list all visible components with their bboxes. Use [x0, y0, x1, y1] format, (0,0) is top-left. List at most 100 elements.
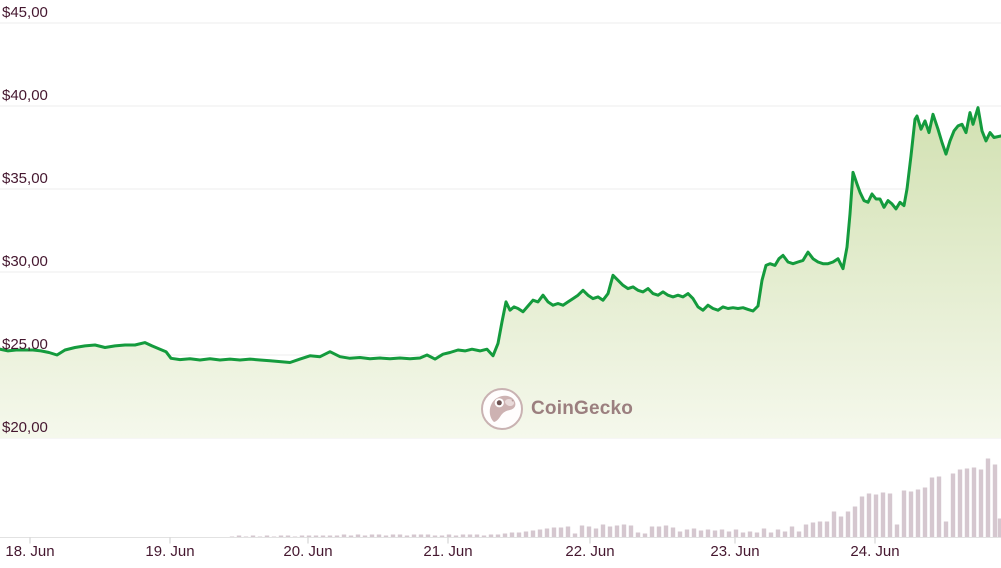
volume-bar — [894, 524, 900, 538]
volume-bar — [684, 529, 690, 538]
volume-bar — [502, 533, 508, 538]
volume-bar — [369, 534, 375, 538]
volume-bar — [929, 477, 935, 538]
volume-bar — [649, 526, 655, 538]
volume-bar — [481, 535, 487, 538]
watermark-text: CoinGecko — [531, 398, 634, 419]
volume-bar — [796, 531, 802, 538]
volume-bar — [747, 531, 753, 538]
volume-bar — [957, 469, 963, 538]
volume-bar — [712, 530, 718, 538]
volume-bar — [341, 534, 347, 538]
volume-bar — [306, 535, 312, 538]
volume-bar — [495, 534, 501, 538]
y-axis-label: $20,00 — [2, 419, 48, 436]
axis-ticks — [29, 537, 876, 544]
volume-bar — [642, 533, 648, 538]
x-axis-label: 20. Jun — [283, 543, 333, 560]
volume-bar — [432, 535, 438, 538]
volume-bar — [565, 526, 571, 538]
volume-bar — [446, 534, 452, 538]
volume-bar — [628, 525, 634, 538]
volume-bar — [600, 524, 606, 538]
y-axis-label: $40,00 — [2, 87, 48, 104]
volume-bar — [453, 535, 459, 538]
volume-bar — [586, 526, 592, 538]
volume-bar — [236, 535, 242, 538]
x-axis-label: 18. Jun — [5, 543, 55, 560]
volume-bar — [572, 533, 578, 538]
volume-bar — [404, 535, 410, 538]
volume-bar — [607, 526, 613, 538]
volume-bar — [250, 535, 256, 538]
volume-bar — [348, 535, 354, 538]
volume-bar — [880, 492, 886, 538]
volume-bar — [278, 535, 284, 538]
y-axis-label: $25,00 — [2, 336, 48, 353]
volume-bar — [817, 521, 823, 538]
volume-bar — [558, 527, 564, 538]
volume-bar — [418, 534, 424, 538]
volume-bar — [411, 534, 417, 538]
volume-bar — [383, 535, 389, 538]
coingecko-watermark[interactable]: CoinGecko — [480, 387, 633, 431]
volume-bar — [670, 527, 676, 538]
volume-bar — [509, 532, 515, 538]
volume-bar — [789, 526, 795, 538]
volume-bar — [887, 493, 893, 538]
volume-bar — [901, 490, 907, 538]
volume-bar — [943, 521, 949, 538]
x-axis-label: 21. Jun — [423, 543, 473, 560]
volume-bar — [845, 511, 851, 538]
volume-bar — [803, 524, 809, 538]
volume-bar — [824, 521, 830, 538]
volume-bar — [705, 529, 711, 538]
volume-bar — [838, 516, 844, 538]
volume-bar — [579, 525, 585, 538]
volume-bar — [992, 464, 998, 538]
volume-bar — [439, 535, 445, 538]
volume-bar — [997, 518, 1001, 538]
volume-bar — [859, 496, 865, 538]
volume-bar — [719, 529, 725, 538]
coingecko-gecko-logo-icon — [481, 388, 523, 430]
volume-bar — [768, 532, 774, 538]
volume-bar — [866, 493, 872, 538]
volume-bar — [915, 489, 921, 538]
volume-bar — [677, 531, 683, 538]
volume-bar — [698, 530, 704, 538]
price-area — [0, 107, 1001, 438]
volume-bar — [320, 535, 326, 538]
volume-bar — [285, 535, 291, 538]
volume-bar — [614, 525, 620, 538]
volume-bar — [971, 467, 977, 538]
y-axis-label: $45,00 — [2, 4, 48, 21]
volume-bar — [516, 532, 522, 538]
volume-bar — [635, 532, 641, 538]
volume-bar — [488, 534, 494, 538]
volume-bar — [313, 535, 319, 538]
volume-bar — [726, 531, 732, 538]
volume-bar — [390, 534, 396, 538]
volume-bar — [936, 476, 942, 538]
volume-bar — [761, 528, 767, 538]
volume-bar — [327, 535, 333, 538]
volume-bar — [985, 458, 991, 538]
volume-bar — [691, 528, 697, 538]
volume-bar — [299, 535, 305, 538]
x-axis-label: 22. Jun — [565, 543, 615, 560]
volume-bar — [537, 529, 543, 538]
x-axis-label: 23. Jun — [710, 543, 760, 560]
volume-bar — [621, 524, 627, 538]
volume-bar — [950, 473, 956, 538]
volume-bar — [852, 506, 858, 538]
volume-bar — [656, 526, 662, 538]
volume-bar — [978, 469, 984, 538]
volume-bar — [474, 534, 480, 538]
volume-bar — [467, 534, 473, 538]
volume-bar — [523, 531, 529, 538]
volume-bar — [376, 534, 382, 538]
volume-bar — [782, 531, 788, 538]
